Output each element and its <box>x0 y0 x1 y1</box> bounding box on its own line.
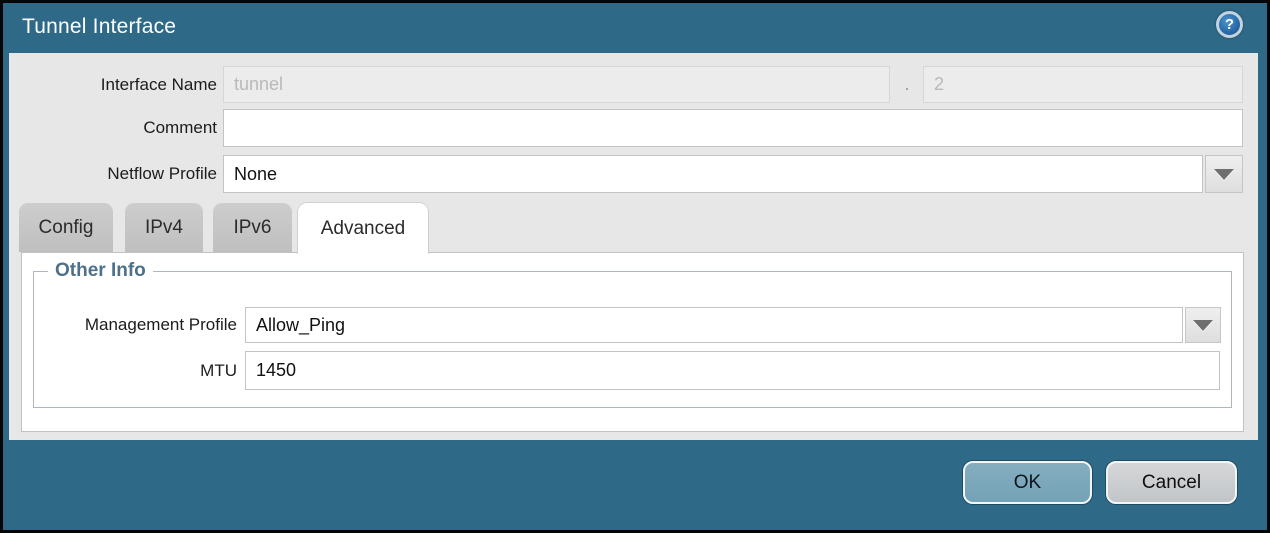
management-profile-dropdown[interactable]: Allow_Ping <box>245 307 1221 343</box>
cancel-button[interactable]: Cancel <box>1106 461 1237 504</box>
mtu-input[interactable] <box>245 351 1220 390</box>
interface-name-suffix-field <box>923 66 1243 103</box>
netflow-profile-dropdown-button[interactable] <box>1205 155 1243 193</box>
interface-name-base-field <box>223 66 890 103</box>
tab-config[interactable]: Config <box>19 203 113 252</box>
chevron-down-icon <box>1193 319 1213 331</box>
interface-name-separator: . <box>904 74 910 94</box>
chevron-down-icon <box>1214 168 1234 180</box>
management-profile-value[interactable]: Allow_Ping <box>245 307 1183 343</box>
dialog-form: Interface Name . Comment Netflow Profile… <box>9 53 1258 440</box>
netflow-profile-dropdown[interactable]: None <box>223 155 1243 193</box>
tab-advanced[interactable]: Advanced <box>298 203 428 254</box>
management-profile-label: Management Profile <box>84 315 237 334</box>
mtu-label: MTU <box>200 361 237 380</box>
netflow-profile-label: Netflow Profile <box>107 164 217 183</box>
interface-name-label: Interface Name <box>100 75 217 94</box>
tab-ipv6[interactable]: IPv6 <box>213 203 292 252</box>
ok-button[interactable]: OK <box>963 461 1092 504</box>
tab-ipv4[interactable]: IPv4 <box>125 203 203 252</box>
management-profile-dropdown-button[interactable] <box>1185 307 1221 343</box>
other-info-fieldset: Other Info <box>33 259 1232 408</box>
dialog-title: Tunnel Interface <box>22 15 177 38</box>
comment-input[interactable] <box>223 109 1243 147</box>
help-icon-glyph: ? <box>1224 16 1235 33</box>
comment-label: Comment <box>143 118 217 137</box>
other-info-legend: Other Info <box>48 259 153 283</box>
netflow-profile-value[interactable]: None <box>223 155 1203 193</box>
help-icon[interactable]: ? <box>1216 11 1243 38</box>
